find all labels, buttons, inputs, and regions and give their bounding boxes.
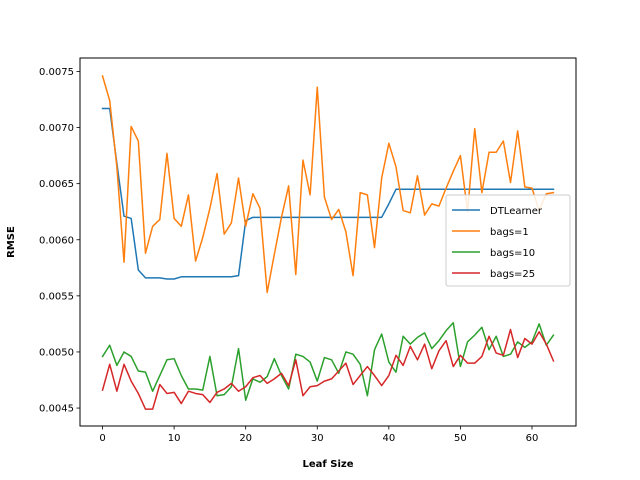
legend-label: DTLearner [490,206,543,217]
series-line-bags-10 [101,322,555,401]
x-tick-label: 40 [382,433,395,444]
x-tick-label: 60 [526,433,539,444]
y-tick-label: 0.0045 [39,404,74,415]
y-axis-label: RMSE [6,226,17,258]
x-tick-label: 50 [454,433,467,444]
legend-box [445,194,571,287]
legend-label: bags=25 [490,269,535,280]
x-tick-label: 20 [239,433,252,444]
x-tick-label: 10 [168,433,181,444]
y-axis: 0.0045 0.0050 0.0055 0.0060 0.0065 0.0070 0.00… [39,67,80,415]
series-layer [101,75,555,410]
y-tick-label: 0.0075 [39,67,74,78]
y-tick-label: 0.0070 [39,123,74,134]
series-line-bags-25 [101,328,555,410]
y-tick-label: 0.0055 [39,291,74,302]
plot-frame [79,57,577,427]
x-tick-label: 0 [99,433,105,444]
x-axis-label: Leaf Size [303,459,354,470]
legend-label: bags=1 [490,227,529,238]
x-axis: 0 10 20 30 40 50 60 [99,426,538,444]
y-tick-label: 0.0050 [39,347,74,358]
legend: DTLearner bags=1 bags=10 bags=25 [445,194,571,287]
legend-label: bags=10 [490,248,535,259]
series-line-dtlearner [101,107,555,280]
y-tick-label: 0.0060 [39,235,74,246]
x-tick-label: 30 [311,433,324,444]
series-line-bags-1 [101,75,555,294]
y-tick-label: 0.0065 [39,179,74,190]
